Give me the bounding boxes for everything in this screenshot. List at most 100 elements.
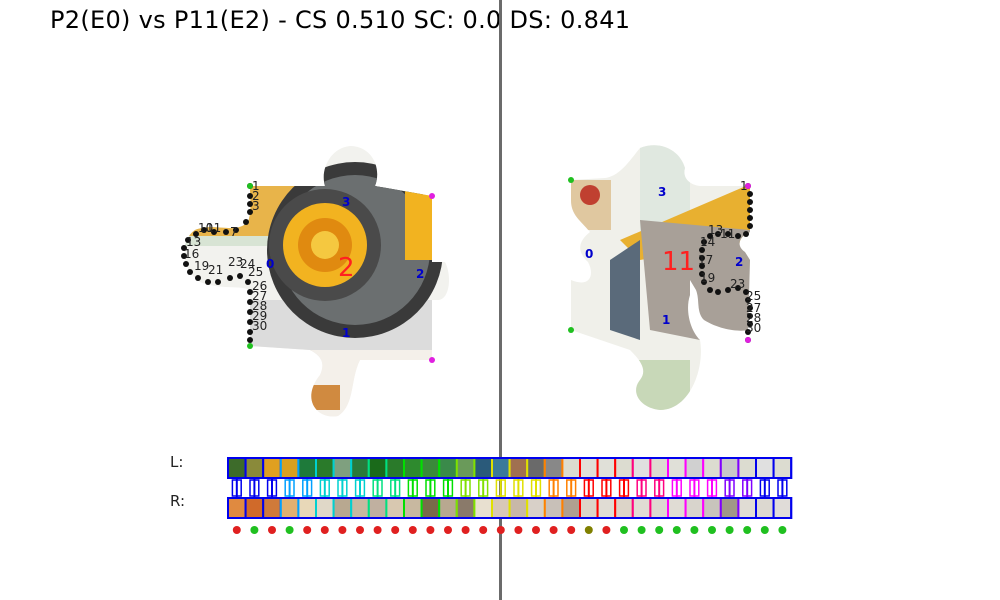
match-dot <box>602 526 611 534</box>
svg-text:27: 27 <box>252 289 267 303</box>
svg-text:3: 3 <box>342 195 350 209</box>
right-strip-cell <box>737 497 758 519</box>
right-strip-cell <box>561 497 582 519</box>
left-strip-cell <box>262 457 282 479</box>
left-puzzle-piece: 1 2 3 7 10 11 13 16 19 21 23 24 25 26 27… <box>181 146 450 417</box>
svg-text:30: 30 <box>252 319 267 333</box>
left-strip-cell <box>244 457 265 479</box>
left-strip-cell <box>403 457 423 479</box>
strip-link <box>284 479 295 497</box>
match-dot <box>708 526 716 534</box>
match-dot <box>725 526 734 534</box>
left-strip-cell <box>579 457 599 479</box>
strip-link <box>266 479 278 497</box>
svg-text:19: 19 <box>700 271 715 285</box>
left-strip-cell <box>684 457 705 479</box>
left-strip-cell <box>315 457 335 479</box>
match-dot <box>391 526 400 534</box>
strip-link <box>478 479 489 497</box>
match-dot <box>268 526 276 534</box>
strip-link <box>530 479 542 497</box>
match-dot <box>778 526 787 534</box>
right-strip-cell <box>508 497 529 519</box>
svg-text:2: 2 <box>735 255 743 269</box>
strip-link <box>724 479 735 497</box>
left-strip-frame <box>227 457 793 479</box>
left-strip-cell <box>508 457 529 479</box>
left-strip-cell <box>491 457 511 479</box>
left-contour-numbers: 1 2 3 7 10 11 13 16 19 21 23 24 25 26 27… <box>184 179 267 333</box>
strip-link <box>742 479 753 497</box>
match-dot <box>672 526 681 534</box>
left-strip-cell <box>614 457 634 479</box>
center-divider <box>499 0 502 600</box>
left-strip-cell <box>420 457 441 479</box>
right-strip-cell <box>455 497 476 519</box>
left-strip-cell <box>737 457 758 479</box>
svg-text:10: 10 <box>198 221 213 235</box>
right-strip-label: R: <box>170 492 186 510</box>
svg-text:30: 30 <box>746 321 761 335</box>
svg-text:29: 29 <box>252 309 267 323</box>
right-strip-cell <box>315 497 335 519</box>
strip-link <box>777 479 788 497</box>
left-strip-cell <box>649 457 670 479</box>
left-strip-cell <box>473 457 493 479</box>
strip-link <box>407 479 418 497</box>
left-strip-cell <box>332 457 353 479</box>
svg-text:3: 3 <box>658 185 666 199</box>
svg-text:14: 14 <box>700 235 715 249</box>
svg-text:7: 7 <box>230 225 238 239</box>
left-strip-label: L: <box>170 453 184 471</box>
right-strip-cell <box>332 497 353 519</box>
svg-text:3: 3 <box>252 199 260 213</box>
svg-text:13: 13 <box>708 223 723 237</box>
comparison-title: P2(E0) vs P11(E2) - CS 0.510 SC: 0.0 DS:… <box>50 6 631 34</box>
right-strip-cell <box>755 497 775 519</box>
match-dot <box>373 526 382 534</box>
right-strip-cell <box>702 497 722 519</box>
match-dot <box>426 526 435 534</box>
right-strip-cell <box>297 497 317 519</box>
right-strip-cell <box>667 497 687 519</box>
match-dot <box>690 526 699 534</box>
right-strip-cell <box>403 497 423 519</box>
strip-link <box>618 479 630 497</box>
left-strip-cell <box>543 457 564 479</box>
right-strip-cell <box>473 497 493 519</box>
strip-link <box>302 479 313 497</box>
svg-text:1: 1 <box>342 326 350 340</box>
match-dot <box>514 526 523 534</box>
left-strip-cell <box>455 457 476 479</box>
left-contour-points <box>181 183 253 343</box>
svg-text:11: 11 <box>206 221 221 235</box>
svg-text:21: 21 <box>208 263 223 277</box>
match-dot <box>338 526 347 534</box>
match-dot <box>408 526 417 534</box>
right-corner-markers <box>568 177 751 343</box>
right-strip-cell <box>279 497 300 519</box>
strip-link <box>337 479 348 497</box>
svg-text:17: 17 <box>698 253 713 267</box>
svg-text:1: 1 <box>740 179 748 193</box>
match-dot <box>320 526 329 534</box>
left-strip-cell <box>526 457 546 479</box>
svg-text:1: 1 <box>662 313 670 327</box>
svg-text:0: 0 <box>266 257 274 271</box>
match-dot <box>620 526 628 534</box>
strip-link <box>372 479 383 497</box>
match-dot <box>356 526 364 534</box>
strip-link <box>249 479 260 497</box>
match-dot <box>232 526 241 534</box>
svg-text:19: 19 <box>194 259 209 273</box>
strip-link <box>583 479 594 497</box>
strip-link <box>601 479 612 497</box>
match-dot <box>479 526 488 534</box>
right-strip-cell <box>543 497 564 519</box>
svg-text:23: 23 <box>228 255 243 269</box>
right-puzzle-piece: 1 13 11 14 17 19 23 25 27 28 30 0 1 2 3 … <box>568 145 761 410</box>
svg-text:0: 0 <box>585 247 593 261</box>
left-strip-cell <box>438 457 458 479</box>
strip-link <box>319 479 330 497</box>
